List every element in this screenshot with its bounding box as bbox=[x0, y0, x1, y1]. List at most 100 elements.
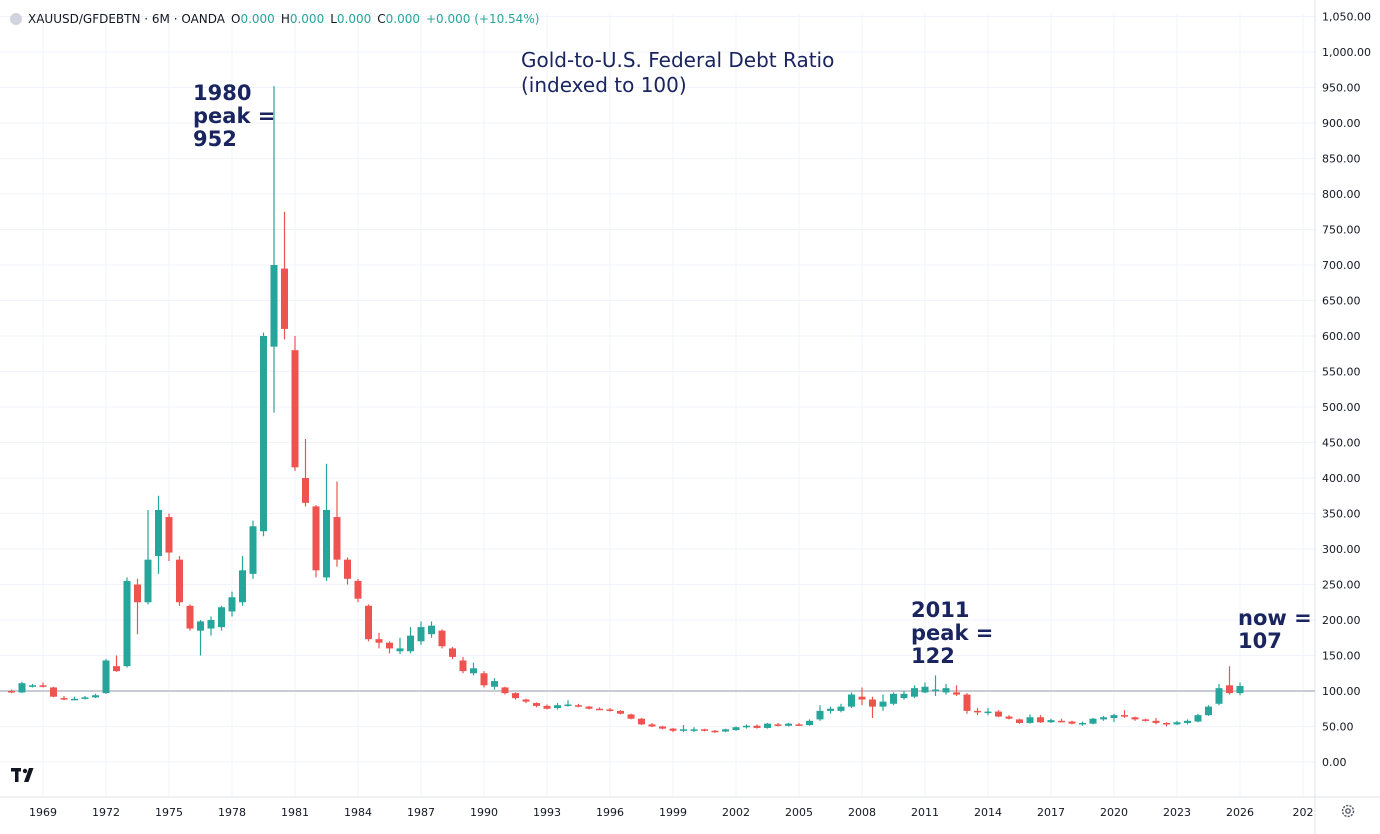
candle[interactable] bbox=[984, 708, 992, 716]
candle[interactable] bbox=[764, 722, 771, 729]
candle[interactable] bbox=[165, 513, 173, 562]
candle[interactable] bbox=[638, 717, 645, 726]
candle[interactable] bbox=[596, 707, 603, 711]
candle[interactable] bbox=[1121, 710, 1128, 718]
candle[interactable] bbox=[29, 683, 36, 688]
candle[interactable] bbox=[1131, 716, 1139, 721]
candle[interactable] bbox=[260, 332, 267, 537]
candle[interactable] bbox=[1026, 714, 1034, 724]
candle[interactable] bbox=[407, 627, 414, 654]
candle[interactable] bbox=[743, 724, 750, 729]
candle[interactable] bbox=[564, 700, 572, 707]
candle[interactable] bbox=[50, 686, 57, 698]
candle[interactable] bbox=[239, 556, 246, 606]
candle[interactable] bbox=[690, 727, 698, 733]
candle[interactable] bbox=[428, 621, 435, 638]
candle[interactable] bbox=[627, 713, 635, 720]
candle[interactable] bbox=[386, 641, 393, 654]
candle[interactable] bbox=[480, 671, 488, 688]
candle[interactable] bbox=[228, 591, 236, 617]
candle[interactable] bbox=[1089, 717, 1097, 725]
settings-gear-icon[interactable] bbox=[1340, 803, 1356, 819]
candle[interactable] bbox=[113, 655, 120, 672]
symbol-label[interactable]: XAUUSD/GFDEBTN · 6M · OANDA bbox=[28, 12, 225, 26]
candle[interactable] bbox=[449, 646, 456, 660]
candle[interactable] bbox=[732, 726, 740, 731]
candle[interactable] bbox=[186, 604, 194, 631]
candle[interactable] bbox=[848, 692, 855, 709]
candle[interactable] bbox=[995, 710, 1002, 718]
candle[interactable] bbox=[1047, 718, 1055, 723]
candle[interactable] bbox=[554, 703, 561, 710]
candle[interactable] bbox=[522, 698, 530, 704]
candle[interactable] bbox=[890, 692, 897, 706]
candle[interactable] bbox=[459, 656, 467, 674]
candle[interactable] bbox=[1058, 718, 1065, 723]
candle[interactable] bbox=[8, 689, 15, 694]
candle[interactable] bbox=[396, 637, 404, 655]
candle[interactable] bbox=[438, 629, 446, 649]
candle[interactable] bbox=[134, 578, 141, 635]
candle[interactable] bbox=[344, 557, 351, 585]
candle[interactable] bbox=[879, 694, 887, 711]
candle[interactable] bbox=[333, 481, 341, 567]
candle[interactable] bbox=[197, 620, 204, 656]
candle[interactable] bbox=[711, 730, 719, 733]
candle[interactable] bbox=[911, 685, 918, 699]
candle[interactable] bbox=[753, 724, 761, 729]
candle[interactable] bbox=[795, 722, 803, 726]
candle[interactable] bbox=[1152, 717, 1160, 725]
candle[interactable] bbox=[953, 685, 960, 696]
candle[interactable] bbox=[932, 675, 939, 696]
candle[interactable] bbox=[648, 722, 656, 728]
candle[interactable] bbox=[354, 578, 362, 603]
candle[interactable] bbox=[774, 722, 782, 727]
candle[interactable] bbox=[323, 463, 330, 581]
candle[interactable] bbox=[81, 695, 89, 700]
candle[interactable] bbox=[1226, 666, 1233, 695]
candle[interactable] bbox=[270, 86, 278, 413]
candle[interactable] bbox=[501, 686, 509, 695]
candle[interactable] bbox=[249, 520, 257, 579]
candle[interactable] bbox=[942, 683, 950, 695]
candle[interactable] bbox=[1142, 718, 1149, 722]
candle[interactable] bbox=[680, 725, 687, 733]
candle[interactable] bbox=[144, 509, 152, 605]
candle[interactable] bbox=[785, 722, 792, 727]
candle[interactable] bbox=[1215, 683, 1223, 706]
candle[interactable] bbox=[375, 632, 383, 649]
candle[interactable] bbox=[1184, 719, 1191, 725]
candle[interactable] bbox=[1005, 715, 1013, 720]
candle[interactable] bbox=[701, 728, 708, 732]
candle[interactable] bbox=[869, 696, 876, 718]
candle[interactable] bbox=[1037, 715, 1044, 723]
candle[interactable] bbox=[291, 336, 299, 471]
candle[interactable] bbox=[963, 693, 971, 714]
candle[interactable] bbox=[207, 616, 215, 636]
candle[interactable] bbox=[858, 687, 866, 706]
candle[interactable] bbox=[585, 705, 593, 710]
candle[interactable] bbox=[606, 708, 614, 712]
candle[interactable] bbox=[491, 678, 498, 690]
candle[interactable] bbox=[218, 605, 225, 631]
candle[interactable] bbox=[71, 696, 78, 701]
candle[interactable] bbox=[1236, 682, 1244, 696]
candle[interactable] bbox=[302, 438, 309, 507]
candle[interactable] bbox=[1110, 713, 1118, 723]
candle[interactable] bbox=[921, 682, 929, 694]
candle[interactable] bbox=[669, 727, 677, 733]
candle[interactable] bbox=[60, 695, 68, 701]
candle[interactable] bbox=[365, 604, 372, 642]
candle[interactable] bbox=[512, 692, 519, 700]
candle[interactable] bbox=[1016, 718, 1023, 724]
candle[interactable] bbox=[1163, 722, 1170, 727]
candle[interactable] bbox=[176, 556, 183, 606]
candle[interactable] bbox=[470, 662, 477, 676]
candle[interactable] bbox=[533, 702, 540, 708]
candle[interactable] bbox=[92, 693, 99, 699]
candle[interactable] bbox=[1194, 713, 1202, 723]
candle[interactable] bbox=[39, 682, 47, 688]
candle[interactable] bbox=[974, 708, 981, 716]
candle[interactable] bbox=[155, 495, 162, 574]
